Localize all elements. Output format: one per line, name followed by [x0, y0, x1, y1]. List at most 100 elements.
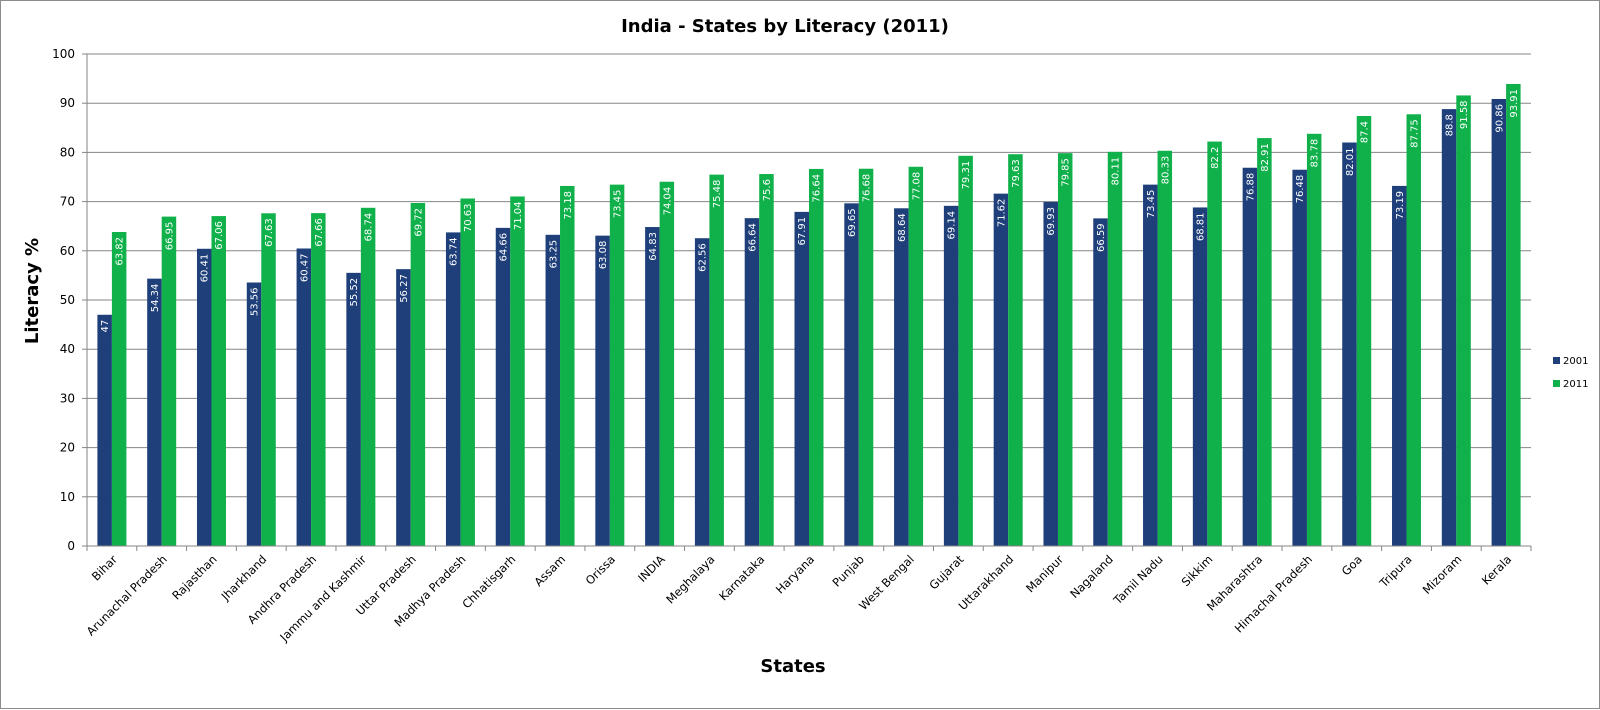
- y-tick-label: 100: [52, 47, 75, 61]
- bar-2011: [1107, 151, 1123, 546]
- data-label: 70.63: [463, 204, 474, 233]
- bar-2001: [645, 227, 660, 546]
- data-label: 88.8: [1445, 114, 1456, 136]
- bar-2001: [943, 205, 959, 546]
- bar-2001: [1242, 167, 1258, 546]
- data-label: 73.19: [1395, 191, 1406, 220]
- data-label: 67.91: [797, 217, 808, 246]
- data-label: 69.93: [1046, 207, 1057, 236]
- x-tick-label: Assam: [531, 552, 568, 589]
- data-label: 53.56: [250, 287, 261, 316]
- bar-2011: [958, 155, 973, 546]
- bar-2011: [908, 166, 924, 546]
- bar-2001: [545, 234, 561, 546]
- bar-2001: [794, 211, 809, 546]
- x-tick-label: Kerala: [1479, 552, 1514, 587]
- y-tick-label: 40: [60, 342, 75, 356]
- bar-2001: [1292, 169, 1307, 547]
- x-tick-label: Chhatisgarh: [459, 552, 518, 611]
- data-label: 76.88: [1245, 173, 1256, 202]
- bar-2011: [261, 213, 276, 546]
- legend-label: 2011: [1563, 379, 1588, 390]
- bar-2001: [993, 193, 1009, 547]
- chart-title: India - States by Literacy (2011): [621, 16, 949, 37]
- x-tick-label: Punjab: [830, 552, 867, 589]
- bar-2011: [1207, 141, 1222, 547]
- bar-2001: [694, 238, 710, 546]
- data-label: 79.31: [961, 161, 972, 190]
- x-tick-label: Rajasthan: [169, 552, 219, 602]
- y-tick-label: 50: [60, 293, 75, 307]
- y-tick-label: 10: [60, 490, 75, 504]
- data-label: 75.6: [762, 179, 773, 201]
- bar-2011: [560, 185, 575, 546]
- x-tick-label: Karnataka: [716, 552, 767, 603]
- data-label: 77.08: [911, 172, 922, 201]
- bar-2001: [1093, 218, 1108, 546]
- bar-2011: [1356, 115, 1372, 546]
- x-tick-label: Sikkim: [1179, 552, 1216, 589]
- data-label: 64.83: [648, 232, 659, 261]
- data-label: 69.65: [847, 208, 858, 237]
- bar-2011: [759, 174, 774, 546]
- bar-2001: [346, 272, 361, 546]
- bar-2011: [858, 168, 874, 546]
- data-label: 60.41: [200, 254, 211, 283]
- data-label: 76.48: [1295, 175, 1306, 204]
- data-label: 73.45: [613, 190, 624, 219]
- data-label: 68.81: [1196, 212, 1207, 241]
- data-label: 62.56: [698, 243, 709, 272]
- bar-2011: [360, 207, 376, 546]
- legend: 2001 2011: [1553, 356, 1588, 390]
- data-label: 71.62: [996, 199, 1007, 228]
- bar-2001: [296, 248, 312, 546]
- y-tick-label: 70: [60, 195, 75, 209]
- y-axis-title: Literacy %: [22, 238, 43, 344]
- x-tick-label: Nagaland: [1067, 552, 1116, 601]
- bar-2011: [1057, 153, 1073, 546]
- data-label: 82.91: [1260, 143, 1271, 172]
- bar-2001: [844, 203, 859, 546]
- bar-2011: [1257, 138, 1272, 546]
- bar-2011: [161, 216, 177, 546]
- y-tick-label: 90: [60, 96, 75, 110]
- x-axis-title: States: [760, 656, 825, 677]
- data-label: 80.33: [1160, 156, 1171, 185]
- bar-2001: [1491, 98, 1507, 546]
- y-tick-label: 60: [60, 244, 75, 258]
- data-label: 73.18: [563, 191, 574, 220]
- bar-2001: [445, 232, 461, 546]
- y-axis-ticks: 0 10 20 30 40 50 60 70 80 90 100: [52, 47, 87, 553]
- data-label: 66.59: [1096, 223, 1107, 252]
- data-label: 91.58: [1459, 100, 1470, 129]
- bar-2001: [744, 218, 760, 546]
- x-tick-label: Meghalaya: [663, 552, 717, 606]
- bar-2001: [1342, 142, 1357, 546]
- data-label: 63.82: [115, 237, 126, 266]
- data-label: 66.95: [164, 222, 175, 251]
- y-tick-label: 20: [60, 441, 75, 455]
- bar-2001: [196, 248, 212, 546]
- data-label: 79.85: [1061, 158, 1072, 187]
- bar-2001: [97, 314, 112, 546]
- bar-2011: [111, 232, 127, 546]
- bar-2001: [147, 278, 162, 546]
- data-label: 79.63: [1011, 159, 1022, 188]
- x-tick-label: Haryana: [773, 552, 817, 596]
- y-tick-label: 0: [67, 539, 75, 553]
- bar-2011: [809, 168, 824, 546]
- legend-swatch-2011: [1553, 380, 1560, 387]
- y-tick-label: 30: [60, 391, 75, 405]
- x-tick-label: Manipur: [1023, 552, 1066, 595]
- data-label: 63.25: [548, 240, 559, 269]
- data-label: 82.01: [1345, 148, 1356, 177]
- data-label: 68.74: [364, 213, 375, 242]
- x-tick-label: Jammu and Kashmir: [276, 552, 369, 645]
- bar-2011: [211, 216, 226, 546]
- data-label: 68.64: [897, 213, 908, 242]
- bar-2011: [1456, 95, 1471, 547]
- data-label: 90.86: [1494, 104, 1505, 133]
